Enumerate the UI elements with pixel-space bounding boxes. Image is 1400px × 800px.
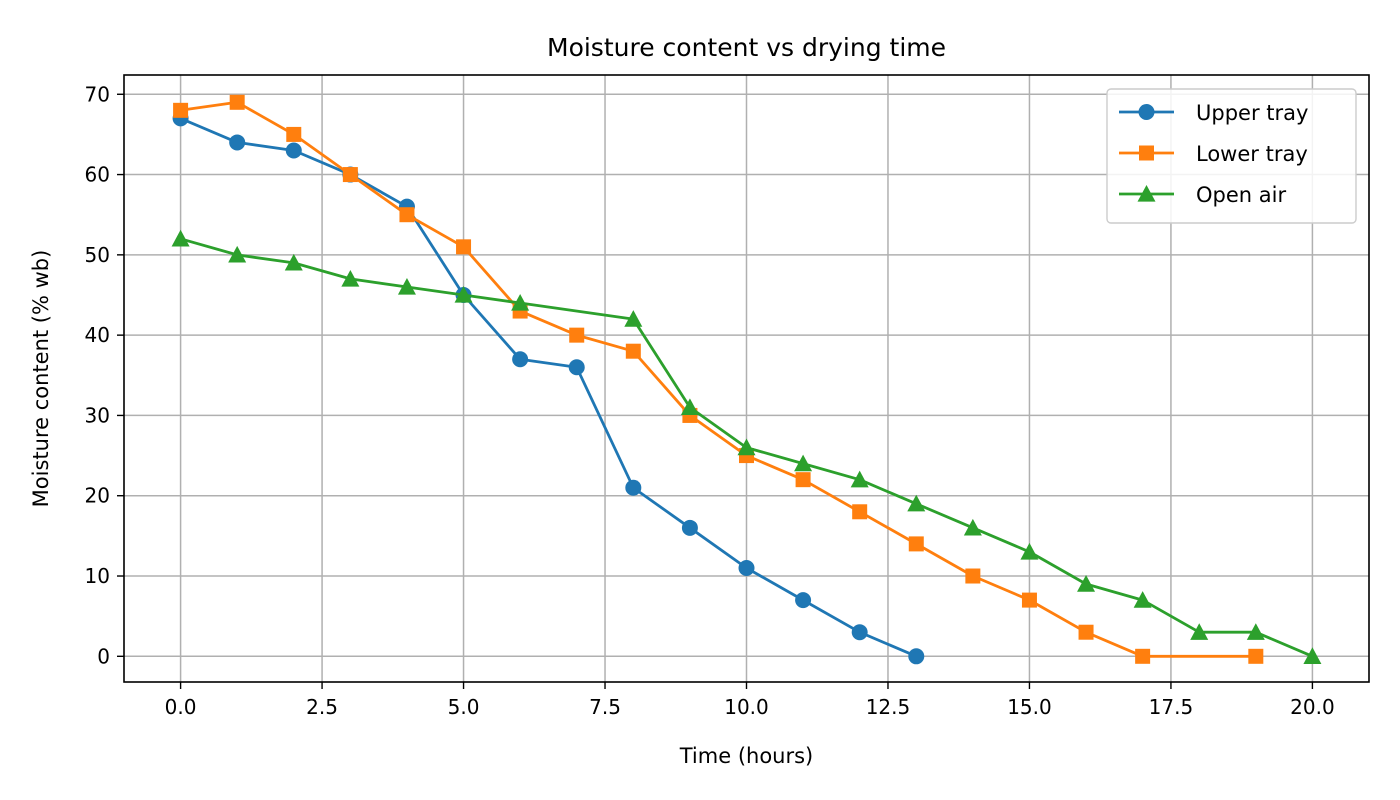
data-point-lower-tray [1135, 648, 1151, 664]
data-point-lower-tray [1078, 624, 1094, 640]
data-point-lower-tray [965, 568, 981, 584]
data-point-lower-tray [908, 536, 924, 552]
legend: Upper tray Lower tray Open air [1106, 88, 1357, 224]
data-point-lower-tray [1021, 592, 1037, 608]
data-point-open-air [907, 494, 926, 512]
legend-item-upper-tray: Upper tray [1119, 101, 1308, 125]
data-point-upper-tray [738, 559, 755, 576]
data-point-upper-tray [568, 359, 585, 376]
legend-item-open-air: Open air [1119, 183, 1286, 207]
y-tick-label: 20 [85, 484, 110, 508]
data-point-open-air [963, 518, 982, 536]
data-point-lower-tray [229, 94, 245, 110]
data-point-upper-tray [512, 351, 529, 368]
data-point-open-air [1190, 623, 1209, 640]
data-point-open-air [1077, 575, 1096, 592]
data-point-open-air [1246, 623, 1265, 640]
legend-label-open-air: Open air [1196, 183, 1286, 207]
data-point-upper-tray [851, 624, 868, 641]
data-point-upper-tray [229, 134, 246, 151]
series-open-air [171, 229, 1322, 664]
x-tick-label: 20.0 [1290, 695, 1335, 719]
legend-label-upper-tray: Upper tray [1196, 101, 1308, 125]
data-point-lower-tray [456, 239, 472, 255]
data-point-lower-tray [625, 343, 641, 359]
y-tick-label: 30 [85, 403, 110, 427]
data-point-lower-tray [173, 102, 189, 118]
x-tick-label: 2.5 [306, 695, 338, 719]
legend-box [1106, 88, 1357, 224]
data-point-upper-tray [625, 479, 642, 496]
y-tick-label: 40 [85, 323, 110, 347]
x-tick-label: 5.0 [448, 695, 480, 719]
data-point-open-air [341, 269, 360, 287]
data-point-upper-tray [681, 519, 698, 536]
data-point-open-air [228, 245, 247, 263]
x-axis-title: Time (hours) [679, 744, 814, 768]
y-axis-title: Moisture content (% wb) [29, 250, 53, 508]
data-point-upper-tray [908, 648, 925, 665]
data-point-open-air [850, 470, 869, 488]
data-point-open-air [454, 285, 473, 303]
x-tick-label: 10.0 [724, 695, 769, 719]
legend-item-lower-tray: Lower tray [1119, 142, 1308, 166]
data-point-lower-tray [1248, 648, 1264, 664]
y-tick-label: 0 [97, 644, 110, 668]
data-point-lower-tray [286, 126, 302, 142]
data-point-open-air [794, 454, 813, 472]
chart-title: Moisture content vs drying time [547, 33, 946, 62]
data-point-lower-tray [399, 207, 415, 223]
series-lower-tray [173, 94, 1264, 664]
series-line-open-air [180, 237, 1313, 658]
legend-marker-lower-tray [1139, 145, 1154, 161]
series-line-upper-tray [180, 117, 917, 658]
data-point-lower-tray [342, 167, 358, 183]
data-point-lower-tray [569, 327, 585, 343]
legend-marker-upper-tray [1138, 104, 1155, 120]
x-tick-label: 0.0 [165, 695, 197, 719]
y-tick-label: 50 [85, 243, 110, 267]
ticks: 0.0 2.5 5.0 7.5 10.0 12.5 15.0 17.5 20.0 0 10 20 30 4… [85, 82, 1335, 719]
data-point-open-air [680, 398, 699, 416]
data-point-open-air [397, 277, 416, 295]
data-point-open-air [1133, 591, 1152, 608]
data-point-upper-tray [285, 142, 302, 159]
x-tick-label: 15.0 [1007, 695, 1052, 719]
data-point-open-air [1020, 542, 1039, 560]
data-point-open-air [1303, 647, 1322, 664]
data-point-open-air [624, 310, 643, 327]
legend-marker-open-air [1137, 185, 1156, 202]
series-layer [171, 94, 1322, 665]
x-tick-label: 17.5 [1149, 695, 1194, 719]
x-tick-label: 12.5 [866, 695, 911, 719]
data-point-open-air [171, 229, 190, 247]
y-tick-label: 60 [85, 163, 110, 187]
data-point-upper-tray [795, 592, 812, 609]
data-point-open-air [737, 438, 756, 456]
y-tick-label: 70 [85, 82, 110, 106]
y-tick-label: 10 [85, 564, 110, 588]
data-point-open-air [284, 253, 303, 271]
x-tick-label: 7.5 [589, 695, 621, 719]
data-point-lower-tray [795, 472, 811, 488]
data-point-lower-tray [852, 504, 868, 520]
data-point-open-air [511, 294, 530, 311]
legend-label-lower-tray: Lower tray [1196, 142, 1308, 166]
